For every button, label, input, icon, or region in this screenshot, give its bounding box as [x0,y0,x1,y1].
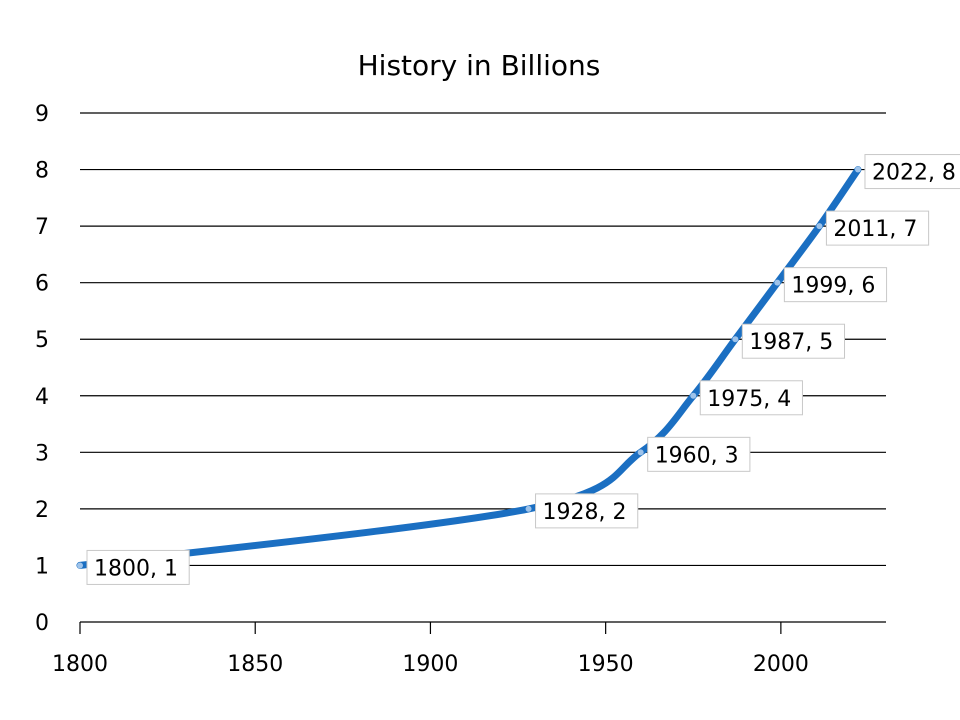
data-label-text: 1975, 4 [707,387,791,412]
x-tick-label-1850: 1850 [227,652,283,677]
data-point-2022 [854,166,861,173]
data-label-2022: 2022, 8 [864,154,960,190]
data-label-1987: 1987, 5 [741,323,846,359]
data-point-1999 [774,279,781,286]
data-point-1960 [637,449,644,456]
data-label-text: 2011, 7 [833,217,917,242]
data-label-1800: 1800, 1 [86,549,190,585]
y-tick-label-5: 5 [35,328,49,353]
data-label-text: 1928, 2 [543,500,627,525]
data-label-text: 1960, 3 [655,443,739,468]
data-label-1999: 1999, 6 [783,267,888,303]
data-point-2011 [816,223,823,230]
x-axis-tick-labels: 1800 1850 1900 1950 2000 [52,652,809,677]
data-label-text: 1800, 1 [94,556,178,581]
data-label-box [699,380,803,416]
y-tick-label-8: 8 [35,159,49,184]
data-point-1800 [77,562,83,569]
data-label-box [647,436,751,472]
data-label-box [535,493,639,529]
data-label-1928: 1928, 2 [535,493,639,529]
data-label-box [783,267,888,303]
data-label-box [825,210,930,246]
data-label-box [864,154,960,190]
x-tick-label-1800: 1800 [52,652,108,677]
y-tick-label-2: 2 [35,498,49,523]
y-tick-label-1: 1 [35,554,49,579]
y-tick-label-6: 6 [35,272,49,297]
chart-title: History in Billions [358,49,601,82]
y-tick-label-7: 7 [35,215,49,240]
data-point-1987 [732,336,739,343]
y-tick-label-9: 9 [35,102,49,127]
y-axis-tick-labels: 0 1 2 3 4 5 6 7 8 9 [35,102,49,636]
data-label-1975: 1975, 4 [699,380,803,416]
series-line [76,166,862,569]
data-label-box [741,323,846,359]
data-label-2011: 2011, 7 [825,210,930,246]
series-line-path [76,166,862,569]
data-point-1928 [525,505,532,512]
data-label-text: 1987, 5 [749,330,833,355]
data-labels: 1800, 1 1928, 2 1960, 3 1975, 4 1987, 5 1999,… [86,154,960,585]
x-tick-label-1900: 1900 [402,652,458,677]
y-tick-label-3: 3 [35,441,49,466]
data-point-1975 [690,392,697,399]
x-axis [79,621,886,634]
x-tick-label-2000: 2000 [753,652,809,677]
y-tick-label-0: 0 [35,611,49,636]
gridlines [80,112,886,567]
data-label-text: 1999, 6 [791,274,875,299]
x-tick-label-1950: 1950 [578,652,634,677]
data-label-text: 2022, 8 [872,161,956,186]
data-label-box [86,549,190,585]
data-label-1960: 1960, 3 [647,436,751,472]
y-tick-label-4: 4 [35,385,49,410]
